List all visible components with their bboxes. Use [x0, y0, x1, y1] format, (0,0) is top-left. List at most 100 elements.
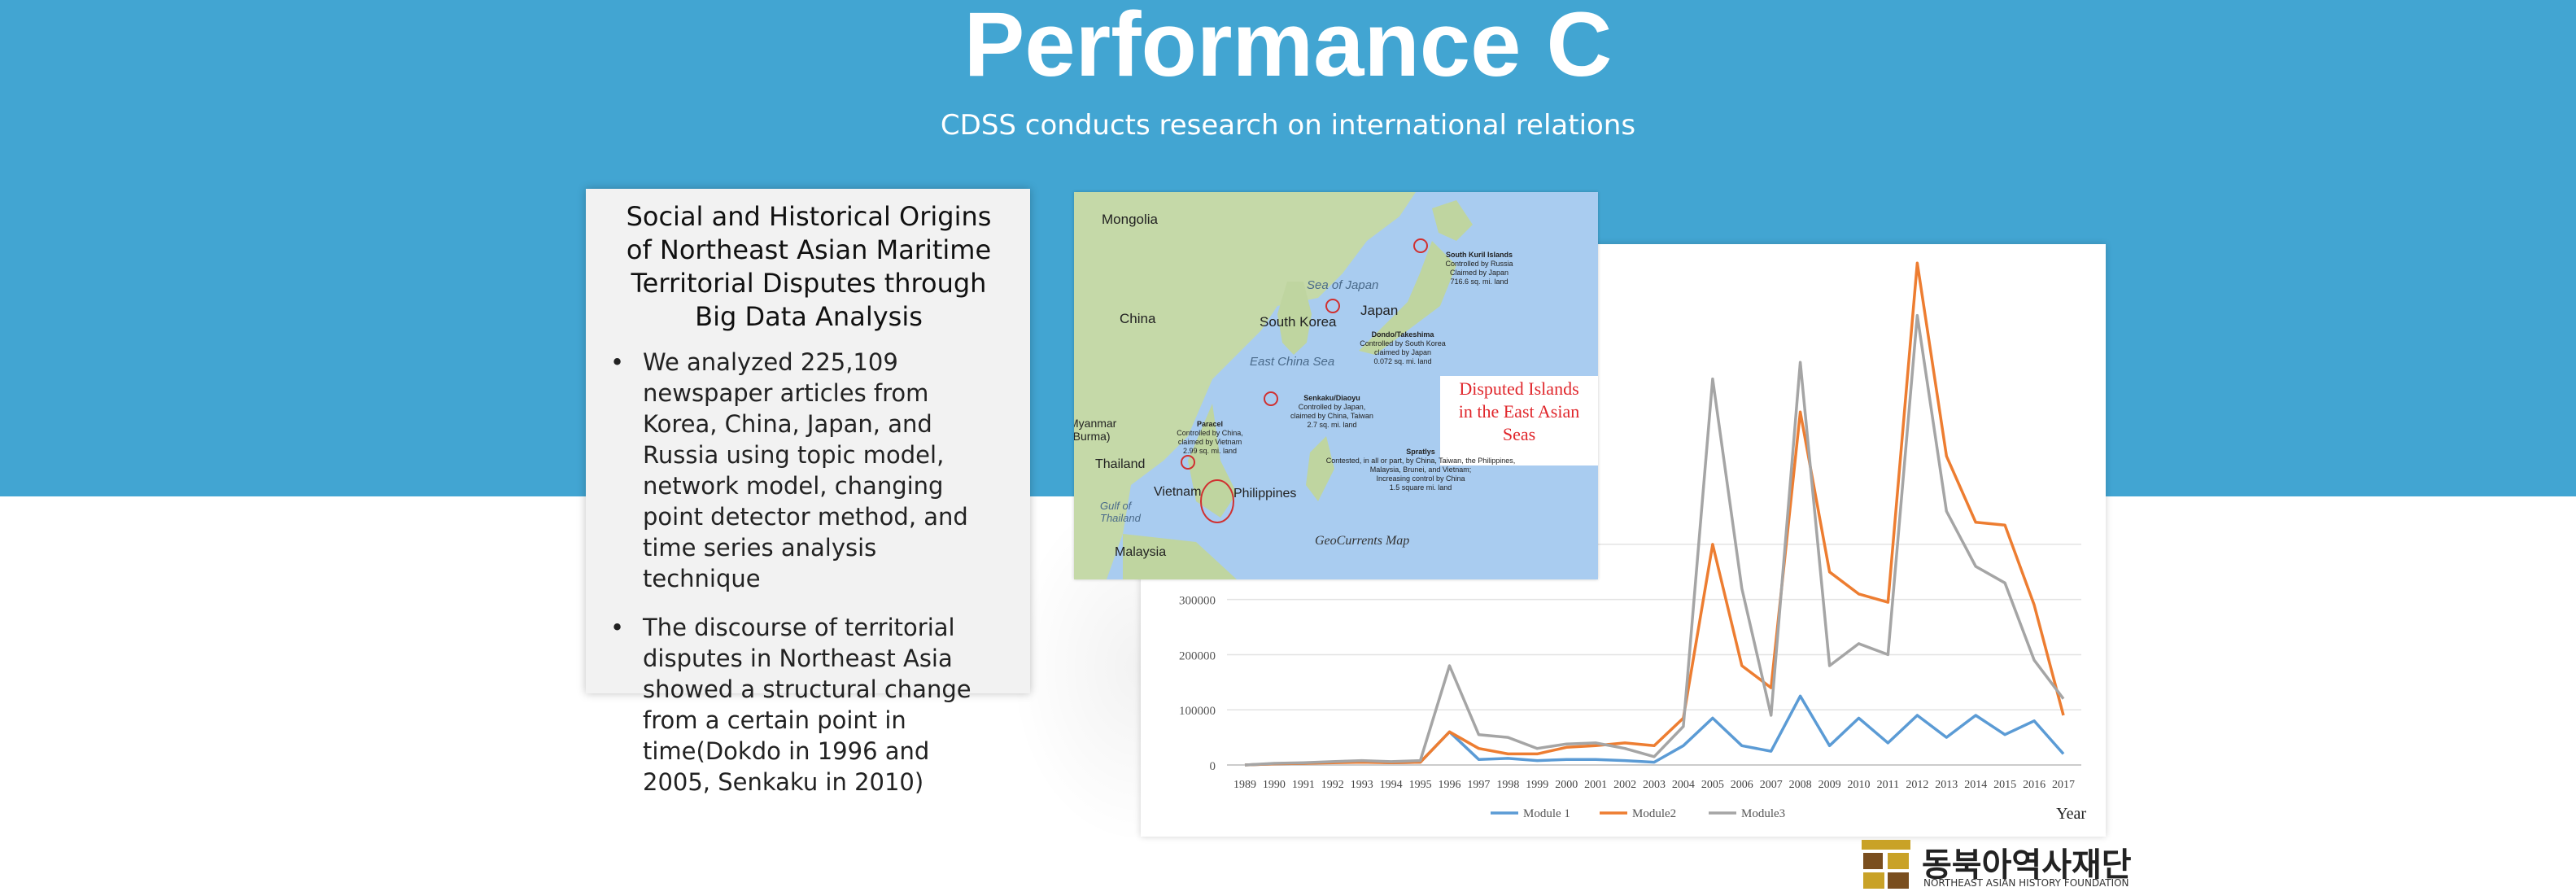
- x-tick-label: 1996: [1439, 779, 1461, 791]
- x-tick-label: 1995: [1409, 779, 1432, 791]
- x-tick-label: 2004: [1672, 779, 1695, 791]
- annotation-line: 1.5 square mi. land: [1389, 483, 1452, 492]
- annotation-line: Controlled by South Korea: [1360, 339, 1446, 347]
- bullet-line: time series analysis: [643, 534, 877, 562]
- annotation-line: claimed by Japan: [1373, 348, 1432, 356]
- annotation-spratlys: Spratlys Contested, in all or part, by C…: [1315, 448, 1526, 492]
- annotation-line: claimed by China, Taiwan: [1290, 412, 1373, 420]
- bullet-dot-icon: •: [610, 614, 625, 641]
- bullet-line: Korea, China, Japan, and: [643, 410, 932, 438]
- annotation-line: Contested, in all or part, by China, Tai…: [1325, 457, 1516, 465]
- annotation-line: 2.99 sq. mi. land: [1182, 447, 1238, 455]
- x-tick-label: 2012: [1906, 779, 1928, 791]
- bullet-line: The discourse of territorial: [643, 614, 955, 641]
- y-tick-label: 300000: [1179, 595, 1216, 608]
- x-tick-label: 2000: [1555, 779, 1578, 791]
- indochina: [1188, 404, 1237, 518]
- annotation-kuril: South Kuril Islands Controlled by Russia…: [1430, 251, 1528, 286]
- annotation-dokdo: Dondo/Takeshima Controlled by South Kore…: [1346, 330, 1460, 366]
- annotation-title: Senkaku/Diaoyu: [1303, 394, 1360, 402]
- foundation-emblem-icon: [1862, 840, 1910, 889]
- japan-islands: [1359, 241, 1456, 355]
- card-title-line: Territorial Disputes through: [631, 268, 987, 299]
- x-tick-label: 2001: [1584, 779, 1607, 791]
- dokdo-marker: [1325, 299, 1340, 313]
- foundation-logo: 동북아역사재단 NORTHEAST ASIAN HISTORY FOUNDATI…: [1860, 838, 2132, 892]
- x-tick-label: 2003: [1643, 779, 1666, 791]
- map-label-philippines: Philippines: [1233, 487, 1297, 500]
- x-tick-label: 1989: [1233, 779, 1256, 791]
- x-tick-label: 2014: [1964, 779, 1987, 791]
- annotation-title: South Kuril Islands: [1445, 251, 1513, 259]
- map-label-china: China: [1120, 311, 1156, 326]
- bullet-item: • We analyzed 225,109 newspaper articles…: [605, 347, 988, 594]
- annotation-paracel: Paracel Controlled by China, claimed by …: [1165, 420, 1255, 456]
- x-tick-label: 1992: [1321, 779, 1344, 791]
- map-label-east-china-sea: East China Sea: [1250, 355, 1335, 369]
- malaysia-land: [1123, 534, 1237, 579]
- x-tick-label: 2009: [1818, 779, 1841, 791]
- card-title-line: of Northeast Asian Maritime: [626, 234, 992, 265]
- x-tick-label: 1998: [1496, 779, 1519, 791]
- x-tick-label: 2010: [1848, 779, 1871, 791]
- bullet-line: from a certain point in: [643, 706, 906, 734]
- x-tick-label: 2011: [1877, 779, 1899, 791]
- series-line-module3: [1244, 313, 2065, 767]
- bullet-line: Russia using topic model,: [643, 441, 945, 469]
- research-card: [586, 189, 1030, 693]
- spratly-marker: [1200, 479, 1234, 523]
- x-tick-label: 2008: [1789, 779, 1812, 791]
- annotation-line: 0.072 sq. mi. land: [1373, 357, 1432, 365]
- annotation-title: Paracel: [1196, 420, 1224, 428]
- map-svg: [1074, 192, 1598, 579]
- philippines-land: [1306, 436, 1334, 501]
- hokkaido: [1432, 200, 1473, 241]
- annotation-line: Controlled by China,: [1177, 429, 1243, 437]
- map-label-myanmar: Myanmar (Burma): [1074, 417, 1117, 443]
- annotation-title: Spratlys: [1406, 448, 1435, 456]
- x-tick-label: 2016: [2023, 779, 2046, 791]
- annotation-senkaku: Senkaku/Diaoyu Controlled by Japan, clai…: [1279, 394, 1385, 430]
- annotation-line: Controlled by Russia: [1445, 260, 1513, 268]
- korea-peninsula: [1277, 282, 1312, 355]
- bullet-line: network model, changing: [643, 472, 944, 500]
- x-tick-label: 2013: [1935, 779, 1958, 791]
- y-tick-label: 200000: [1179, 649, 1216, 662]
- card-bullets: • We analyzed 225,109 newspaper articles…: [605, 347, 988, 815]
- annotation-line: Claimed by Japan: [1449, 269, 1509, 277]
- disputed-islands-map: Mongolia China South Korea Japan Thailan…: [1074, 192, 1598, 579]
- logo-english-name: NORTHEAST ASIAN HISTORY FOUNDATION: [1923, 877, 2129, 889]
- map-caption-line: in the East Asian: [1458, 401, 1580, 422]
- bullet-line: technique: [643, 565, 761, 592]
- bullet-dot-icon: •: [610, 348, 625, 376]
- paracel-marker: [1181, 455, 1195, 470]
- x-tick-label: 1993: [1351, 779, 1373, 791]
- x-tick-label: 2017: [2052, 779, 2075, 791]
- map-label-japan: Japan: [1360, 303, 1399, 318]
- x-axis-label: Year: [2056, 805, 2086, 823]
- map-caption-line: Seas: [1502, 424, 1536, 444]
- x-tick-label: 2015: [1993, 779, 2016, 791]
- x-tick-label: 1990: [1263, 779, 1286, 791]
- map-credit: GeoCurrents Map: [1315, 534, 1410, 548]
- logo-korean-name: 동북아역사재단: [1922, 846, 2132, 884]
- bullet-line: 2005, Senkaku in 2010): [643, 768, 924, 796]
- annotation-line: Controlled by Japan,: [1298, 403, 1366, 411]
- map-label-malaysia: Malaysia: [1115, 545, 1167, 559]
- annotation-line: 2.7 sq. mi. land: [1307, 421, 1357, 429]
- bullet-line: point detector method, and: [643, 503, 968, 531]
- annotation-title: Dondo/Takeshima: [1371, 330, 1434, 339]
- map-label-vietnam: Vietnam: [1154, 485, 1202, 499]
- legend-entry: Module3: [1741, 807, 1785, 820]
- legend-entry: Module2: [1632, 807, 1676, 820]
- x-tick-label: 2005: [1701, 779, 1724, 791]
- y-tick-label: 0: [1210, 760, 1216, 773]
- annotation-line: 716.6 sq. mi. land: [1450, 278, 1508, 286]
- x-tick-label: 1999: [1526, 779, 1548, 791]
- x-tick-label: 1991: [1292, 779, 1315, 791]
- bullet-line: newspaper articles from: [643, 379, 929, 407]
- card-title-line: Social and Historical Origins: [626, 201, 992, 232]
- bullet-item: • The discourse of territorial disputes …: [605, 612, 988, 798]
- caption-box: [1440, 376, 1598, 465]
- y-tick-label: 100000: [1179, 705, 1216, 718]
